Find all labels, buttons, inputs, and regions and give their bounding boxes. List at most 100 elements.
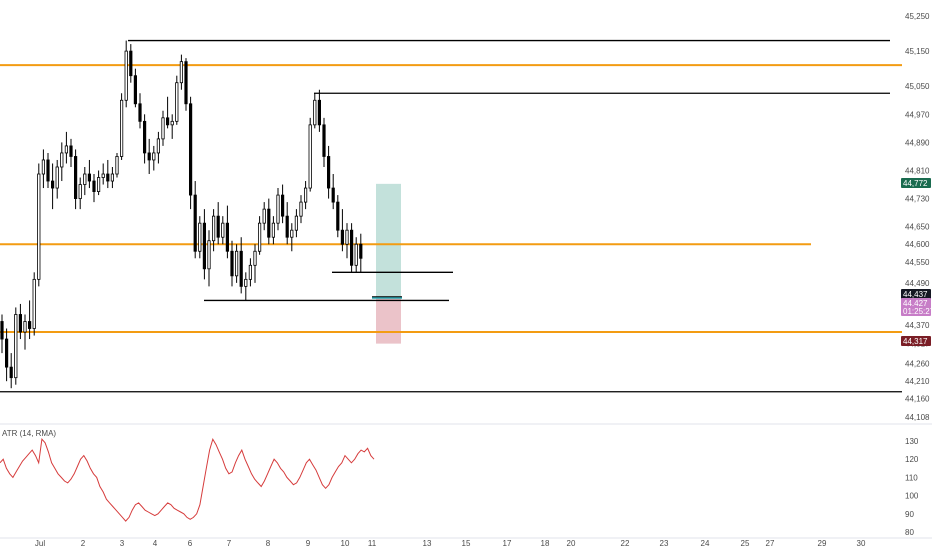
candle-bull [248,264,252,280]
price-tick-label: 44,160 [905,395,930,404]
position-target-zone[interactable] [376,183,401,298]
candle-bear [280,194,285,217]
price-tick-label: 44,650 [905,223,930,232]
candle-bull [156,138,160,154]
candle-bull [303,187,308,203]
time-tick-label: 8 [266,539,271,548]
candle-bear [225,222,229,252]
candle-bull [32,278,36,329]
candle-bull [299,201,303,217]
candle-bull [37,173,41,280]
candle-bear [359,243,363,259]
indicator-axis: 130 120 110 100 90 80 [905,437,919,537]
candle-bull [161,117,165,140]
candle-bull [234,250,239,277]
candle-bull [78,184,82,199]
candle-bull [207,240,211,270]
indicator-tick-label: 130 [905,437,919,446]
time-tick-label: 20 [567,539,576,548]
candlesticks [0,40,363,389]
candle-bear [0,321,4,340]
candle-bull [64,145,68,154]
price-tick-label: 44,970 [905,110,930,119]
candle-bull [253,250,257,266]
candle-bull [101,173,105,178]
price-tick-label: 45,050 [905,82,930,91]
candle-bear [133,75,137,105]
time-tick-label: 22 [621,539,630,548]
time-tick-label: 23 [660,539,669,548]
candle-bear [142,120,147,154]
candle-bull [294,215,299,231]
price-tag-text: 44,772 [903,179,928,188]
candle-bear [69,145,73,157]
indicator-tick-label: 120 [905,455,919,464]
candle-bear [340,229,345,245]
candle-bull [262,208,266,224]
candle-bear [216,215,220,238]
candle-bear [188,103,193,196]
candle-bull [110,173,114,182]
time-tick-label: 11 [368,539,377,548]
candle-bear [336,201,340,231]
candle-bear [165,117,170,126]
candle-bear [285,215,289,238]
candle-bull [354,243,358,266]
price-tick-label: 44,810 [905,167,930,176]
candle-bear [51,180,55,189]
candle-bull [221,222,225,238]
candle-bull [115,156,119,175]
candle-bull [276,194,280,224]
candle-bull [345,229,349,245]
time-tick-label: 3 [120,539,125,548]
candle-bull [170,120,174,126]
price-tag-background [901,289,931,299]
price-axis: 45,250 45,150 45,050 44,970 44,890 44,810 44,7… [905,12,930,422]
indicator-tick-label: 80 [905,528,914,537]
candle-bear [27,321,32,329]
long-position-tool[interactable] [376,183,401,344]
candle-bull [124,50,128,101]
candle-bear [239,250,243,287]
time-tick-label: 10 [341,539,350,548]
time-tick-label: 30 [857,539,866,548]
price-tag-background [901,336,931,346]
price-pane[interactable] [0,0,898,420]
candle-bull [14,314,18,379]
candle-bear [184,61,188,105]
candle-bear [92,180,96,192]
candle-bear [138,103,142,122]
candle-bear [317,99,322,126]
price-tag-background [901,178,931,188]
candle-bull [257,222,262,252]
price-tag-text: 44,427 [903,299,928,308]
candle-bull [97,177,101,192]
candle-bull [179,61,183,84]
candle-bull [120,99,124,157]
price-tag-background [901,298,931,308]
atr-line [0,437,375,522]
indicator-tick-label: 90 [905,510,914,519]
price-tick-label: 44,490 [905,279,930,288]
candle-bull [271,222,276,238]
indicator-pane[interactable] [0,426,898,536]
time-tick-label: 7 [227,539,232,548]
position-stop-zone[interactable] [376,297,401,344]
price-tick-label: 44,730 [905,195,930,204]
time-tick-label: 24 [701,539,710,548]
candle-bear [326,156,331,189]
time-tick-label: 4 [153,539,158,548]
time-tick-label: 25 [741,539,750,548]
candle-bull [60,152,64,168]
candle-bear [87,173,91,182]
candle-bear [74,156,78,199]
price-tag-background [901,306,931,316]
candle-bull [152,152,156,161]
indicator-label: ATR (14, RMA) [2,429,56,438]
candle-bull [211,215,216,242]
price-tick-label: 44,210 [905,377,930,386]
candle-bear [18,314,23,333]
candle-bear [5,338,9,368]
